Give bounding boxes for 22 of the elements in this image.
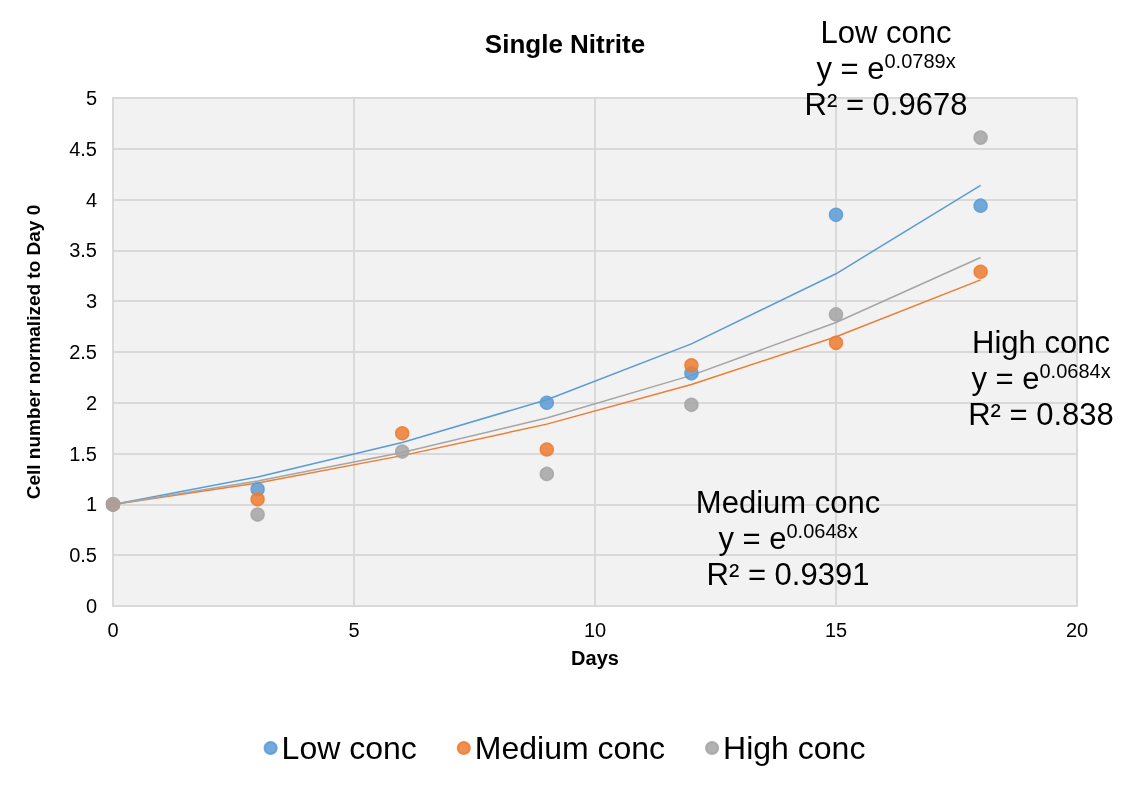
y-tick-label: 2 — [85, 391, 97, 414]
y-tick-label: 0.5 — [69, 544, 97, 567]
x-tick-label: 15 — [824, 619, 848, 641]
y-tick-label: 4.5 — [69, 137, 97, 160]
y-tick-label: 2.5 — [69, 341, 97, 363]
x-tick-label: 5 — [348, 619, 360, 641]
legend-label: High conc — [723, 730, 866, 766]
y-tick-label: 1.5 — [69, 442, 97, 465]
y-tick-label: 5 — [85, 87, 97, 109]
y-tick-label: 3 — [85, 290, 97, 313]
x-axis-title: Days — [571, 647, 619, 669]
y-axis-title: Cell number normalized to Day 0 — [23, 204, 44, 500]
x-tick-label: 10 — [583, 619, 607, 641]
chart-title: Single Nitrite — [484, 29, 646, 59]
x-tick-label: 0 — [107, 619, 119, 641]
y-tick-label: 0 — [85, 595, 97, 617]
legend-label: Medium conc — [474, 730, 666, 766]
legend-label: Low conc — [281, 730, 417, 766]
x-tick-label: 20 — [1065, 619, 1089, 641]
y-tick-label: 3.5 — [69, 239, 97, 262]
y-tick-label: 4 — [85, 188, 97, 211]
y-tick-label: 1 — [85, 493, 97, 516]
